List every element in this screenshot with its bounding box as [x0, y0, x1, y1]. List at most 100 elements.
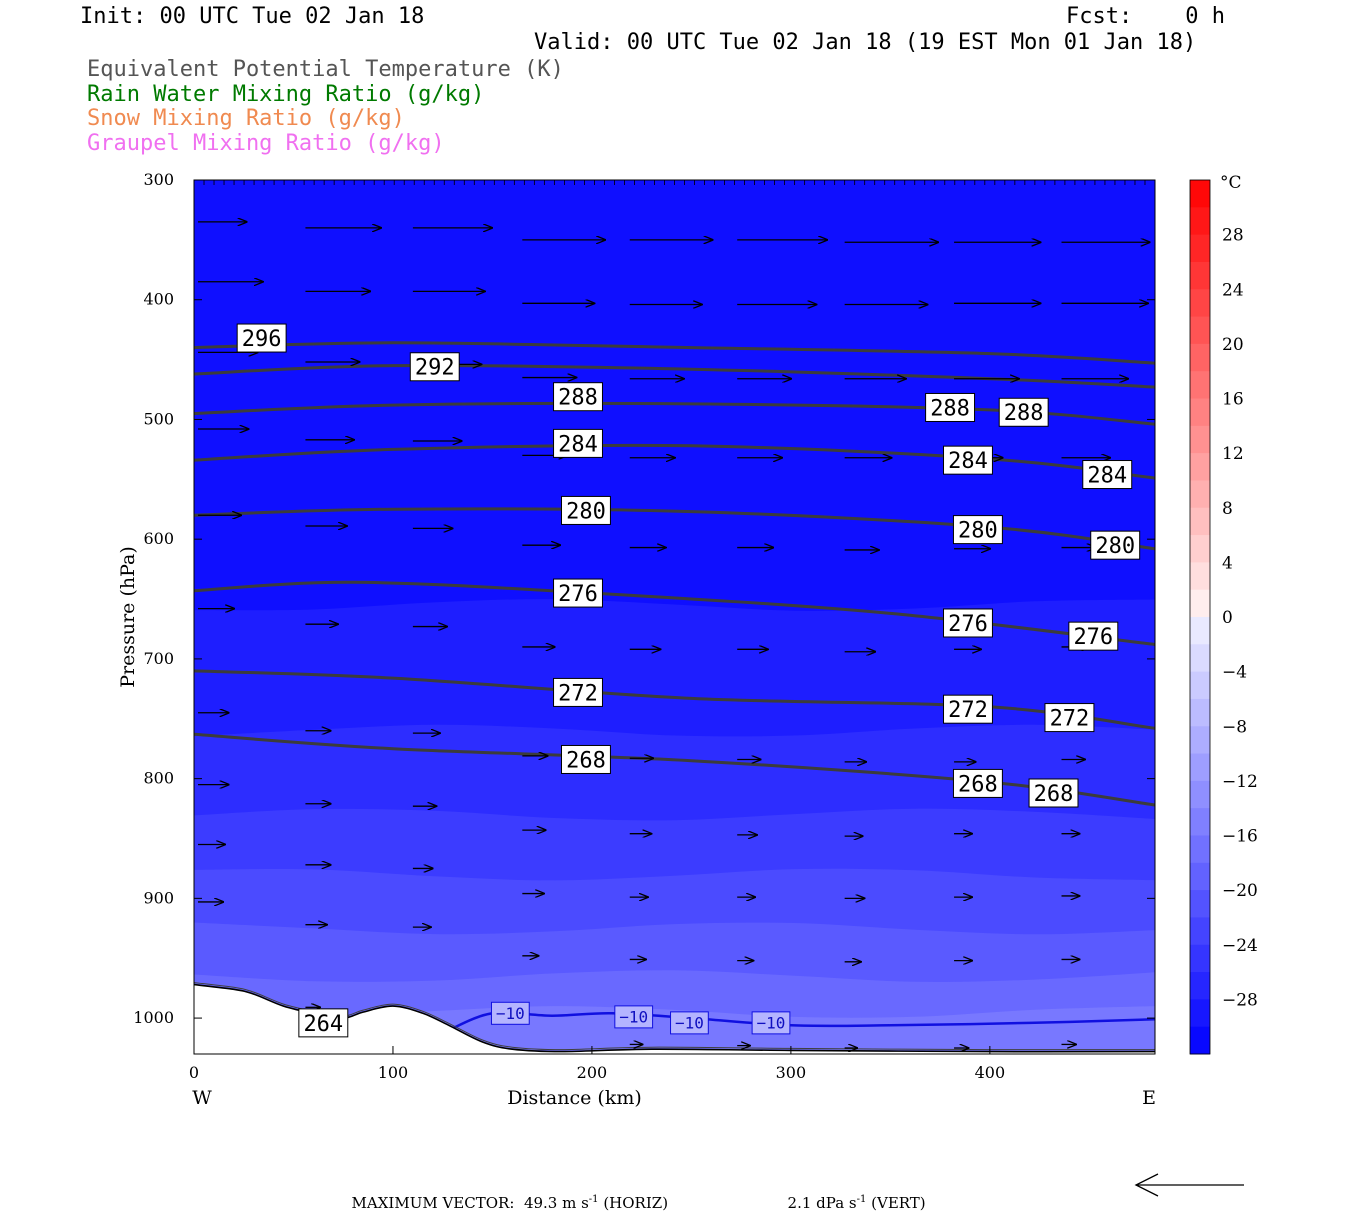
label-text: −10: [496, 1004, 525, 1023]
colorbar-segment: [1190, 480, 1210, 509]
label-box: [553, 677, 603, 707]
colorbar-segment: [1190, 343, 1210, 372]
colorbar-label: 16: [1222, 390, 1244, 410]
terrain-outline: [194, 982, 1155, 1051]
label-text: 288: [1004, 401, 1044, 426]
colorbar-segment: [1190, 753, 1210, 782]
isotherm-label: −10: [670, 1011, 709, 1035]
label-box: [1082, 460, 1133, 490]
label-text: 288: [930, 396, 970, 421]
colorbar-segment: [1190, 835, 1210, 864]
label-box: [943, 608, 993, 638]
colorbar-segment: [1190, 862, 1210, 891]
contour-label-layer: 296 292 288 288 288 284 284 284 280 280 280 276 276 2…: [236, 323, 1141, 1038]
colorbar-segment: [1190, 671, 1210, 700]
y-axis-title: Pressure (hPa): [117, 546, 139, 688]
theta-e-label: 288: [998, 397, 1049, 427]
label-text: 288: [558, 386, 598, 411]
legend-rain-water: Rain Water Mixing Ratio (g/kg): [87, 82, 485, 107]
colorbar-frame: [1189, 179, 1211, 1055]
colorbar-label: 8: [1222, 499, 1233, 519]
colorbar-label: 4: [1222, 553, 1233, 573]
label-box: [952, 768, 1003, 798]
label-text: 268: [566, 748, 606, 773]
colorbar-label: 28: [1222, 226, 1244, 246]
label-box: [943, 445, 993, 475]
theta-e-label: 276: [943, 608, 993, 638]
theta-e-label: 272: [1044, 703, 1095, 733]
max-vector-label: MAXIMUM VECTOR: 49.3 m s-1 (HORIZ): [342, 1176, 669, 1212]
init-time-label: Init: 00 UTC Tue 02 Jan 18: [80, 4, 425, 29]
theta-e-label: 268: [561, 744, 611, 774]
label-text: 276: [1073, 625, 1113, 650]
theta-e-label: 272: [553, 677, 603, 707]
label-box: [553, 428, 603, 458]
theta-e-contour: [194, 507, 1155, 551]
colorbar-segment: [1190, 617, 1210, 645]
vert-tag: (VERT): [871, 1194, 926, 1212]
x-tick-label: 200: [577, 1063, 608, 1082]
colorbar-segment: [1190, 780, 1210, 809]
max-vector-title: MAXIMUM VECTOR:: [351, 1194, 515, 1212]
colorbar-segment: [1190, 316, 1210, 345]
isotherm-label: −10: [490, 1001, 530, 1025]
direction-west-label: W: [192, 1087, 212, 1109]
colorbar-unit: °C: [1220, 173, 1242, 193]
horiz-value: 49.3 m s: [523, 1194, 589, 1212]
colorbar-segment: [1190, 917, 1210, 946]
label-box: [751, 1011, 791, 1035]
legend-theta-e: Equivalent Potential Temperature (K): [87, 57, 564, 82]
colorbar-segment: [1190, 453, 1210, 481]
colorbar-segment: [1190, 425, 1210, 454]
label-text: 272: [558, 681, 598, 706]
colorbar-segment: [1190, 726, 1210, 755]
x-tick-label: 300: [776, 1063, 807, 1082]
colorbar-segment: [1190, 234, 1210, 263]
label-box: [1068, 621, 1119, 651]
label-text: 264: [303, 1012, 343, 1037]
label-text: −10: [619, 1008, 648, 1027]
label-text: −10: [675, 1014, 704, 1033]
theta-e-label: 288: [925, 392, 976, 422]
label-text: 268: [1034, 782, 1074, 807]
temperature-fill-layer: [194, 180, 1155, 1054]
colorbar-segment: [1190, 507, 1210, 536]
wind-vector-layer: [198, 222, 1150, 1048]
y-tick-label: 600: [143, 529, 174, 548]
reference-vector-arrow-icon: [1134, 1173, 1244, 1197]
theta-e-contour: [194, 669, 1155, 730]
y-tick-label: 1000: [133, 1008, 174, 1027]
label-box: [1090, 530, 1141, 560]
theta-e-label: 264: [298, 1008, 349, 1038]
y-tick-label: 300: [143, 170, 174, 189]
colorbar-segment: [1190, 289, 1210, 318]
theta-e-label: 284: [1082, 460, 1133, 490]
theta-e-contour-layer: [194, 341, 1155, 807]
colorbar-label: −20: [1222, 881, 1258, 901]
label-box: [1044, 703, 1095, 733]
label-text: 280: [1095, 534, 1135, 559]
terrain-fill: [194, 984, 1155, 1054]
isotherm-label: −10: [614, 1005, 654, 1029]
label-box: [1028, 778, 1079, 808]
colorbar-label: 20: [1222, 335, 1244, 355]
theta-e-contour: [194, 363, 1155, 389]
theta-e-contour: [194, 443, 1155, 480]
direction-east-label: E: [1142, 1087, 1156, 1109]
label-box: [670, 1011, 709, 1035]
colorbar-label: 12: [1222, 444, 1244, 464]
y-tick-label: 800: [143, 769, 174, 788]
terrain-line: [194, 983, 1155, 1053]
theta-e-label: 296: [236, 323, 287, 353]
legend-graupel: Graupel Mixing Ratio (g/kg): [87, 131, 445, 156]
label-text: 292: [415, 356, 455, 381]
theta-e-contour: [194, 732, 1155, 807]
label-box: [490, 1001, 530, 1025]
theta-e-contour: [194, 580, 1155, 646]
label-text: 272: [948, 698, 988, 723]
horiz-tag: (HORIZ): [603, 1194, 669, 1212]
label-box: [409, 352, 460, 382]
valid-time-label: Valid: 00 UTC Tue 02 Jan 18 (19 EST Mon …: [534, 30, 1197, 55]
x-tick-label: 0: [189, 1063, 199, 1082]
colorbar-segment: [1190, 562, 1210, 591]
